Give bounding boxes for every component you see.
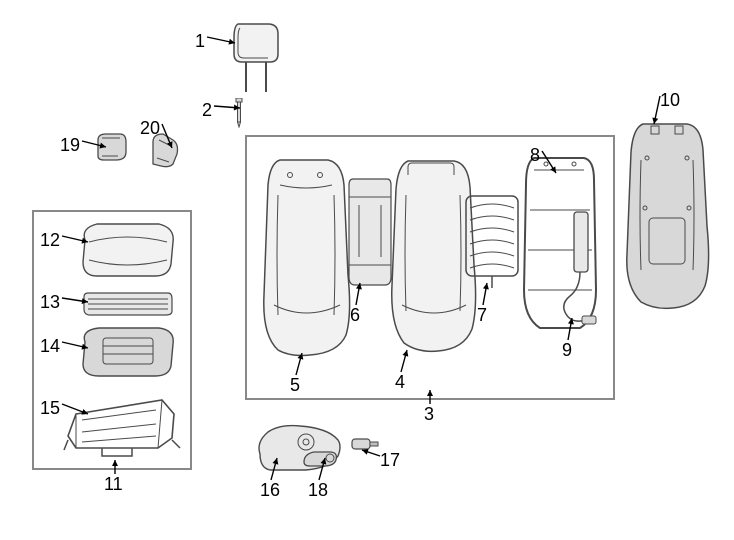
- part-headrest: [230, 20, 285, 95]
- callout-4: 4: [395, 372, 407, 393]
- part-cushion-heater: [80, 285, 175, 320]
- callout-17: 17: [380, 450, 402, 471]
- callout-15: 15: [40, 398, 62, 419]
- callout-9: 9: [562, 340, 574, 361]
- callout-1: 1: [195, 31, 207, 52]
- part-heater-pad: [345, 175, 395, 290]
- callout-7: 7: [477, 305, 489, 326]
- callout-14: 14: [40, 336, 62, 357]
- callout-11: 11: [104, 474, 125, 495]
- part-cushion-cover: [75, 218, 180, 283]
- callout-18: 18: [308, 480, 330, 501]
- callout-8: 8: [530, 145, 542, 166]
- callout-12: 12: [40, 230, 62, 251]
- diagram-canvas: 1234567891011121314151617181920: [0, 0, 734, 540]
- callout-19: 19: [60, 135, 82, 156]
- callout-6: 6: [350, 305, 362, 326]
- callout-20: 20: [140, 118, 162, 139]
- callout-2: 2: [202, 100, 214, 121]
- part-support-rod: [560, 210, 600, 330]
- callout-10: 10: [660, 90, 682, 111]
- part-back-panel: [625, 118, 713, 313]
- callout-13: 13: [40, 292, 62, 313]
- part-lumbar-grid: [460, 190, 525, 290]
- callout-16: 16: [260, 480, 282, 501]
- part-back-cover: [260, 155, 355, 360]
- callout-3: 3: [424, 404, 436, 425]
- callout-5: 5: [290, 375, 302, 396]
